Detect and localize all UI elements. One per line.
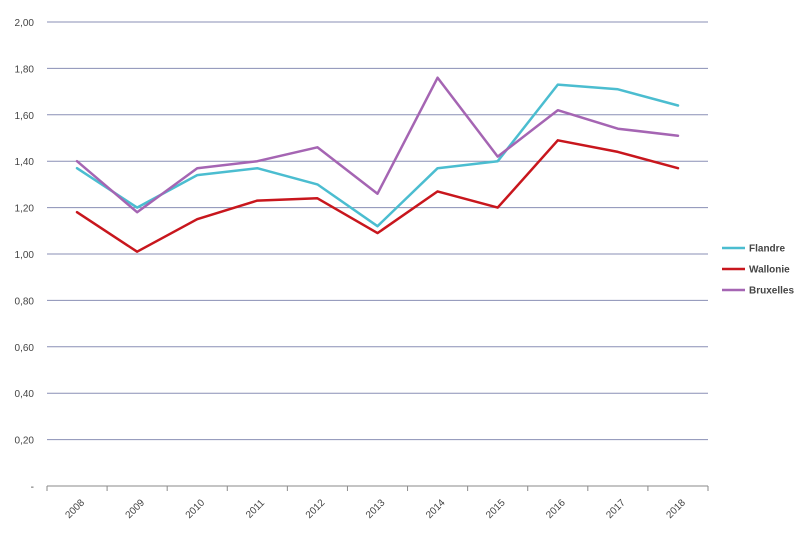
x-tick-label: 2017 bbox=[604, 497, 628, 521]
y-tick-label: 0,40 bbox=[15, 389, 35, 400]
gridlines bbox=[47, 21, 708, 441]
x-tick-label: 2008 bbox=[64, 497, 88, 521]
series-lines bbox=[75, 76, 680, 253]
y-tick-label: 0,80 bbox=[15, 296, 35, 307]
y-tick-label: 1,80 bbox=[15, 64, 35, 75]
y-tick-label: 2,00 bbox=[15, 18, 35, 29]
legend-label: Flandre bbox=[749, 244, 786, 255]
y-axis-tick-labels: - 0,20 0,40 0,60 0,80 1,00 1,20 1,40 1,60 1,80 2,0… bbox=[15, 18, 35, 493]
series-line-bruxelles bbox=[75, 76, 680, 214]
x-tick-label: 2012 bbox=[304, 497, 328, 521]
x-tick-label: 2014 bbox=[424, 497, 448, 521]
y-tick-label: 0,20 bbox=[15, 436, 35, 447]
x-tick-label: 2010 bbox=[184, 497, 208, 521]
series-line-flandre bbox=[75, 83, 680, 228]
y-tick-label: - bbox=[31, 482, 34, 493]
series-line-wallonie bbox=[75, 139, 680, 253]
x-tick-label: 2015 bbox=[484, 497, 508, 521]
y-tick-label: 0,60 bbox=[15, 343, 35, 354]
legend-label: Bruxelles bbox=[749, 286, 794, 297]
x-tick-label: 2018 bbox=[664, 497, 688, 521]
x-tick-label: 2016 bbox=[544, 497, 568, 521]
y-tick-label: 1,20 bbox=[15, 204, 35, 215]
x-tick-label: 2013 bbox=[364, 497, 388, 521]
y-tick-label: 1,60 bbox=[15, 111, 35, 122]
legend: Flandre Wallonie Bruxelles bbox=[722, 244, 794, 297]
y-tick-label: 1,40 bbox=[15, 157, 35, 168]
x-tick-label: 2009 bbox=[124, 497, 148, 521]
legend-label: Wallonie bbox=[749, 265, 790, 276]
y-tick-label: 1,00 bbox=[15, 250, 35, 261]
x-axis: 2008 2009 2010 2011 2012 2013 2014 2015 2016 2017… bbox=[46, 485, 709, 521]
x-tick-label: 2011 bbox=[244, 497, 267, 520]
